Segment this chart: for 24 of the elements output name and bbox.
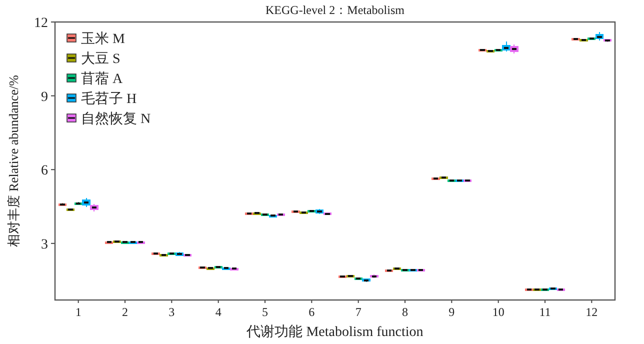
y-tick-label: 3 xyxy=(41,237,48,252)
x-tick-label: 5 xyxy=(262,305,268,319)
x-tick-label: 8 xyxy=(402,305,408,319)
x-tick-label: 11 xyxy=(539,305,551,319)
chart-title: KEGG-level 2：Metabolism xyxy=(266,3,406,17)
x-tick-label: 12 xyxy=(586,305,598,319)
legend-label: 玉米 M xyxy=(81,31,126,47)
legend-label: 苜蓿 A xyxy=(81,71,124,87)
legend-label: 自然恢复 N xyxy=(81,111,151,127)
x-tick-label: 9 xyxy=(448,305,455,319)
x-tick-label: 3 xyxy=(168,305,175,319)
y-axis-title: 相对丰度 Relative abundance/% xyxy=(6,74,21,247)
x-tick-label: 6 xyxy=(308,305,315,319)
x-tick-label: 4 xyxy=(215,305,222,319)
y-tick-label: 12 xyxy=(34,16,48,31)
x-axis-title: 代谢功能 Metabolism function xyxy=(246,324,424,340)
legend-label: 毛苕子 H xyxy=(81,91,137,107)
x-tick-label: 7 xyxy=(355,305,362,319)
y-tick-label: 6 xyxy=(41,164,48,179)
y-tick-label: 9 xyxy=(41,90,48,105)
x-tick-label: 1 xyxy=(75,305,82,319)
x-tick-label: 10 xyxy=(492,305,504,319)
x-tick-label: 2 xyxy=(122,305,128,319)
legend-label: 大豆 S xyxy=(81,51,120,67)
